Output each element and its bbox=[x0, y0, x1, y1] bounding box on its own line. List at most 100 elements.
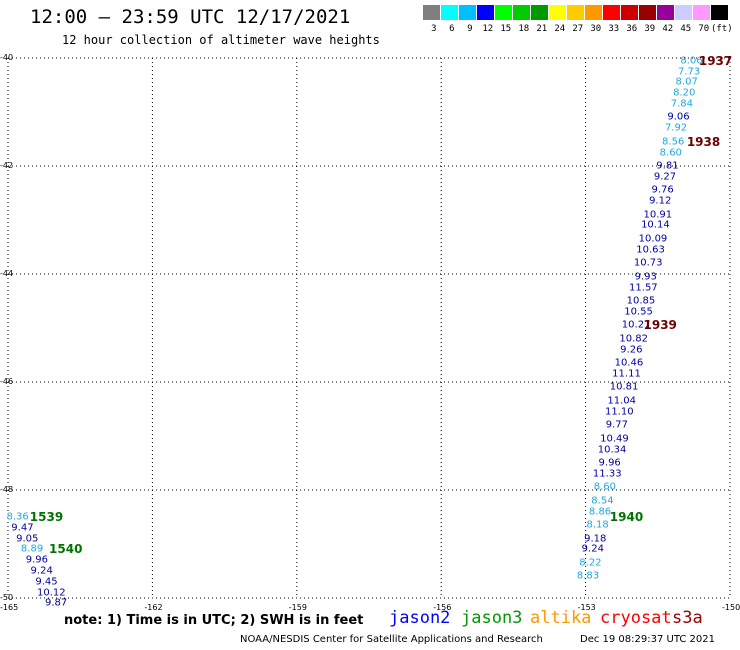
wave-height-value: 9.24 bbox=[581, 543, 604, 555]
satellite-legend-jason3: jason3 bbox=[461, 608, 523, 628]
map-subtitle: 12 hour collection of altimeter wave hei… bbox=[62, 33, 380, 47]
wave-height-value: 11.10 bbox=[604, 406, 634, 418]
wave-height-value: 10.14 bbox=[641, 219, 670, 231]
scale-swatch bbox=[495, 5, 513, 20]
wave-height-value: 11.04 bbox=[607, 395, 637, 407]
wave-height-value: 8.07 bbox=[675, 76, 698, 88]
scale-label: 15 bbox=[500, 24, 512, 34]
x-tick-label: -153 bbox=[577, 603, 596, 612]
scale-label: 33 bbox=[608, 24, 620, 34]
wave-height-value: 10.63 bbox=[636, 244, 665, 256]
wave-height-value: 10.46 bbox=[614, 357, 644, 369]
map-title: 12:00 — 23:59 UTC 12/17/2021 bbox=[30, 6, 351, 28]
scale-swatch bbox=[675, 5, 693, 20]
generation-timestamp: Dec 19 08:29:37 UTC 2021 bbox=[580, 634, 715, 645]
wave-height-value: 9.96 bbox=[25, 554, 49, 566]
scale-label: 39 bbox=[644, 24, 656, 34]
x-tick-label: -156 bbox=[433, 603, 452, 612]
scale-swatch bbox=[423, 5, 441, 20]
wave-height-value: 11.33 bbox=[592, 468, 622, 480]
wave-height-value: 7.84 bbox=[670, 98, 693, 110]
wave-height-value: 8.22 bbox=[579, 557, 602, 569]
wave-height-value: 10.82 bbox=[619, 333, 649, 345]
pass-time-label: 1937 bbox=[698, 53, 733, 68]
satellite-legend-s3a: s3a bbox=[672, 608, 703, 628]
y-tick-label: -46 bbox=[0, 377, 14, 386]
scale-swatch bbox=[603, 5, 621, 20]
y-tick-label: -44 bbox=[0, 269, 14, 278]
wave-height-value: 10.91 bbox=[643, 209, 673, 221]
scale-swatch bbox=[531, 5, 549, 20]
scale-label: 24 bbox=[554, 24, 566, 34]
x-tick-label: -159 bbox=[288, 603, 307, 612]
wave-height-value: 8.56 bbox=[662, 136, 685, 148]
wave-height-value: 7.92 bbox=[664, 122, 688, 134]
x-tick-label: -150 bbox=[722, 603, 740, 612]
wave-height-value: 9.24 bbox=[30, 565, 53, 577]
wave-height-value: 9.87 bbox=[44, 597, 68, 609]
credit-line: NOAA/NESDIS Center for Satellite Applica… bbox=[240, 634, 543, 645]
wave-height-value: 8.89 bbox=[20, 543, 44, 555]
scale-label: 36 bbox=[626, 24, 638, 34]
wave-height-value: 9.12 bbox=[649, 195, 672, 207]
pass-time-label: 1539 bbox=[29, 510, 64, 524]
wave-height-value: 10.34 bbox=[597, 444, 627, 455]
y-tick-label: -42 bbox=[0, 161, 14, 170]
scale-swatch bbox=[567, 5, 585, 20]
map-gridlines bbox=[7, 57, 731, 599]
wave-height-value: 10.49 bbox=[600, 433, 629, 445]
pass-time-label: 1938 bbox=[686, 134, 721, 149]
wave-height-value: 9.45 bbox=[35, 576, 58, 588]
scale-label: 18 bbox=[518, 24, 530, 34]
wave-height-value: 9.47 bbox=[11, 522, 34, 534]
footer-note: note: 1) Time is in UTC; 2) SWH is in fe… bbox=[64, 613, 364, 628]
wave-height-value: 10.85 bbox=[626, 295, 656, 307]
x-tick-label: -162 bbox=[144, 603, 163, 612]
wave-height-value: 7.73 bbox=[677, 66, 701, 77]
wave-height-value: 9.96 bbox=[598, 457, 621, 469]
scale-label: 70 bbox=[698, 24, 710, 34]
satellite-legend-altika: altika bbox=[530, 608, 592, 628]
scale-swatch bbox=[657, 5, 675, 20]
wave-height-value: 10.73 bbox=[633, 257, 663, 269]
wave-height-value: 9.18 bbox=[584, 533, 607, 545]
scale-swatch bbox=[711, 5, 729, 20]
wave-height-value: 9.05 bbox=[16, 533, 39, 545]
scale-swatch bbox=[477, 5, 495, 20]
y-tick-label: -40 bbox=[0, 53, 14, 62]
wave-height-value: 10.27 bbox=[621, 319, 651, 331]
scale-label: 9 bbox=[467, 24, 473, 34]
wave-height-value: 10.81 bbox=[609, 381, 639, 393]
wave-height-value: 9.77 bbox=[605, 419, 629, 431]
satellite-legend-jason2: jason2 bbox=[389, 608, 451, 628]
scale-label: 30 bbox=[590, 24, 602, 34]
wave-height-value: 10.12 bbox=[36, 587, 66, 599]
y-tick-label: -48 bbox=[0, 485, 14, 494]
scale-label: 12 bbox=[482, 24, 494, 34]
wave-height-value: 8.60 bbox=[659, 147, 682, 158]
wave-height-value: 9.76 bbox=[651, 184, 674, 196]
wave-height-value: 8.20 bbox=[673, 87, 696, 99]
wave-height-value: 8.06 bbox=[680, 55, 703, 67]
scale-swatch bbox=[585, 5, 603, 20]
wave-height-value: 10.55 bbox=[624, 306, 653, 318]
wave-height-value: 9.81 bbox=[656, 160, 679, 172]
scale-swatch bbox=[549, 5, 567, 20]
scale-label: 42 bbox=[662, 24, 674, 34]
scale-swatch bbox=[459, 5, 477, 20]
y-tick-label: -50 bbox=[0, 593, 14, 602]
scale-swatch bbox=[441, 5, 459, 20]
scale-label: 6 bbox=[449, 24, 455, 34]
scale-label: 27 bbox=[572, 24, 584, 34]
x-tick-label: -165 bbox=[0, 603, 19, 612]
pass-time-label: 1940 bbox=[609, 510, 644, 524]
scale-label: (ft) bbox=[710, 24, 733, 34]
wave-height-value: 8.54 bbox=[591, 495, 614, 507]
wave-height-value: 11.57 bbox=[629, 282, 658, 293]
scale-label: 3 bbox=[431, 24, 437, 34]
wave-height-value: 8.60 bbox=[593, 481, 616, 493]
wave-height-value: 9.26 bbox=[620, 344, 643, 356]
wave-height-value: 9.06 bbox=[667, 111, 690, 123]
pass-time-label: 1939 bbox=[643, 318, 677, 333]
